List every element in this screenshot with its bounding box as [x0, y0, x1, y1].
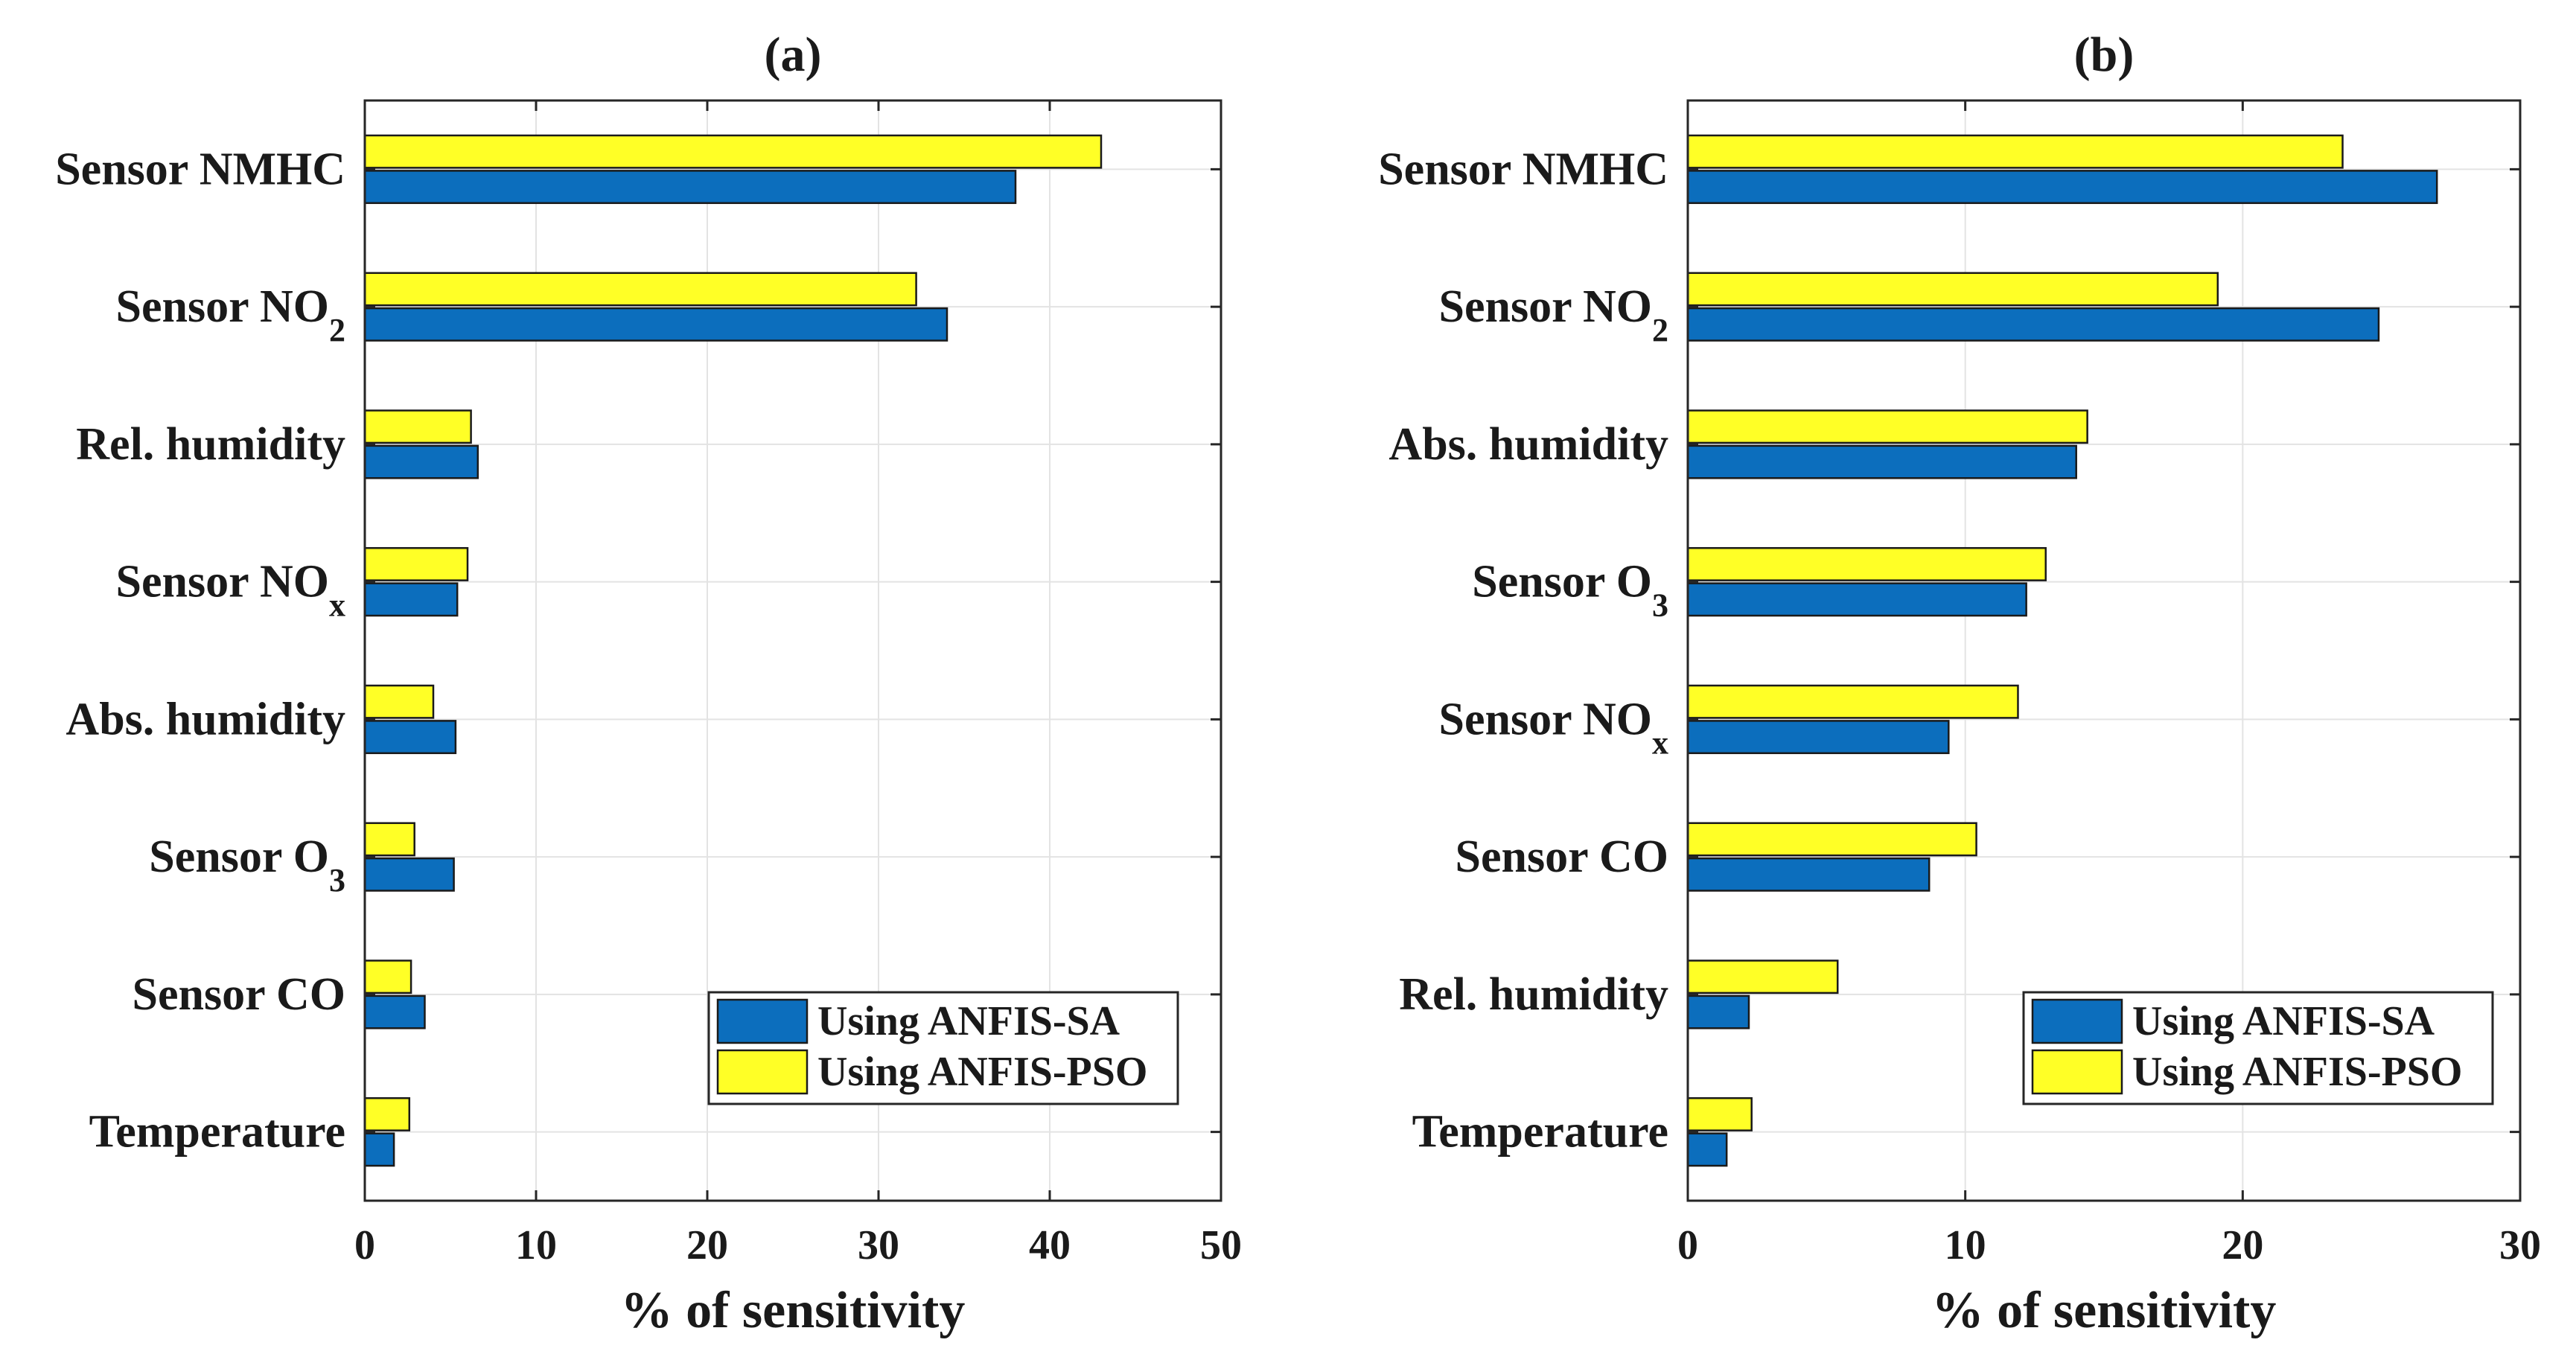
chart-panel-b: Sensor NMHC Sensor NO2 Abs. humidity Sensor… — [1378, 28, 2541, 1339]
category-label: Sensor CO — [132, 969, 345, 1020]
bar-pso — [1686, 1096, 1753, 1131]
category-label: Abs. humidity — [66, 694, 345, 744]
category-label: Sensor NMHC — [55, 144, 345, 194]
bar-pso — [363, 1096, 411, 1131]
chart-title: (b) — [2074, 28, 2135, 82]
x-tick-label: 0 — [1677, 1222, 1698, 1268]
bar-sa — [363, 720, 457, 755]
legend: Using ANFIS-SA Using ANFIS-PSO — [707, 991, 1179, 1105]
category-label: Sensor O3 — [1472, 557, 1668, 624]
bar-sa — [1686, 307, 2380, 342]
bar-sa — [363, 307, 949, 342]
legend-swatch — [2031, 998, 2123, 1044]
bar-sa — [1686, 582, 2027, 617]
bar-pso — [363, 409, 472, 444]
bar-sa — [1686, 170, 2438, 205]
category-label: Sensor CO — [1455, 831, 1668, 882]
x-tick-label: 10 — [1945, 1222, 1986, 1268]
axes-box — [363, 99, 1222, 1202]
legend: Using ANFIS-SA Using ANFIS-PSO — [2022, 991, 2494, 1105]
bar-pso — [363, 546, 469, 581]
bar-sa — [1686, 995, 1750, 1029]
bar-pso — [363, 272, 917, 307]
x-tick-label: 50 — [1200, 1222, 1242, 1268]
bar-sa — [363, 582, 459, 617]
legend-swatch — [2031, 1049, 2123, 1095]
x-axis-label: % of sensitivity — [621, 1282, 966, 1339]
bar-pso — [1686, 546, 2047, 581]
bar-pso — [363, 684, 435, 719]
axes-box — [1686, 99, 2522, 1202]
bar-sa — [363, 1132, 395, 1167]
x-tick-label: 20 — [2222, 1222, 2263, 1268]
legend-swatch — [716, 1049, 809, 1095]
category-label: Rel. humidity — [1399, 969, 1668, 1020]
bar-pso — [1686, 409, 2088, 444]
bar-pso — [1686, 822, 1977, 857]
bar-sa — [1686, 720, 1950, 755]
category-label: Temperature — [89, 1107, 345, 1158]
chart-panel-a: Sensor NMHC Sensor NO2 Rel. humidity Sensor… — [55, 28, 1242, 1339]
legend-label: Using ANFIS-SA — [817, 998, 1120, 1044]
bar-sa — [1686, 444, 2077, 479]
category-label: Sensor NOx — [1438, 694, 1668, 761]
category-label: Sensor NO2 — [115, 281, 345, 348]
bar-sa — [363, 857, 455, 892]
category-label: Sensor NMHC — [1378, 144, 1668, 194]
bar-pso — [363, 822, 415, 857]
legend-label: Using ANFIS-SA — [2132, 998, 2435, 1044]
category-label: Sensor NO2 — [1438, 281, 1668, 348]
x-tick-label: 10 — [515, 1222, 557, 1268]
category-label: Temperature — [1412, 1107, 1668, 1158]
category-label: Sensor NOx — [115, 557, 345, 624]
bar-sa — [1686, 857, 1931, 892]
bar-pso — [1686, 960, 1839, 995]
bar-sa — [363, 995, 426, 1029]
bar-sa — [363, 170, 1017, 205]
category-label: Sensor O3 — [149, 831, 345, 898]
bar-sa — [363, 444, 479, 479]
bar-pso — [363, 134, 1103, 169]
x-tick-label: 20 — [686, 1222, 728, 1268]
x-tick-label: 30 — [2499, 1222, 2541, 1268]
chart-title: (a) — [765, 28, 822, 82]
legend-label: Using ANFIS-PSO — [817, 1049, 1147, 1095]
legend-label: Using ANFIS-PSO — [2132, 1049, 2462, 1095]
category-label: Abs. humidity — [1389, 419, 1668, 470]
legend-swatch — [716, 998, 809, 1044]
bar-pso — [363, 960, 412, 995]
bar-pso — [1686, 272, 2219, 307]
category-label: Rel. humidity — [76, 419, 345, 470]
x-axis-label: % of sensitivity — [1932, 1282, 2277, 1339]
bar-pso — [1686, 134, 2344, 169]
bar-pso — [1686, 684, 2019, 719]
x-tick-label: 0 — [354, 1222, 375, 1268]
x-tick-label: 30 — [858, 1222, 899, 1268]
x-tick-label: 40 — [1029, 1222, 1071, 1268]
bar-sa — [1686, 1132, 1728, 1167]
